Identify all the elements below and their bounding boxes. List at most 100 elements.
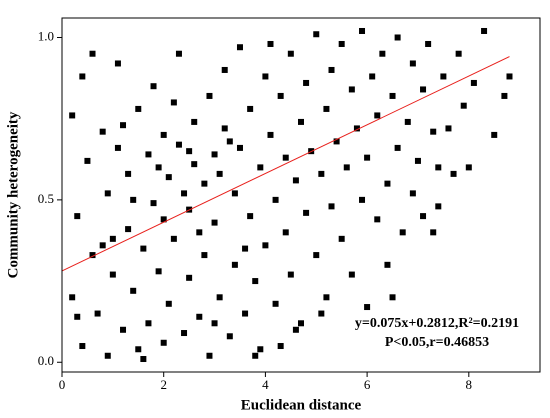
annotation: P<0.05,r=0.46853 [385, 335, 489, 350]
point [242, 245, 249, 252]
point [465, 164, 472, 171]
point [364, 154, 371, 161]
point [170, 235, 177, 242]
point [323, 105, 330, 112]
point [170, 99, 177, 106]
point [94, 310, 101, 317]
point [69, 294, 76, 301]
point [343, 164, 350, 171]
point [155, 268, 162, 275]
point [186, 148, 193, 155]
point [109, 235, 116, 242]
point [287, 271, 294, 278]
point [226, 333, 233, 340]
point [369, 73, 376, 80]
point [460, 102, 467, 109]
point [242, 310, 249, 317]
point [114, 144, 121, 151]
point [140, 245, 147, 252]
point [79, 343, 86, 350]
point [165, 174, 172, 181]
point [231, 190, 238, 197]
point [186, 274, 193, 281]
point [313, 252, 320, 259]
point [120, 122, 127, 129]
point [79, 73, 86, 80]
point [328, 66, 335, 73]
point [348, 271, 355, 278]
point [74, 213, 81, 220]
point [175, 141, 182, 148]
point [206, 92, 213, 99]
point [247, 213, 254, 220]
y-axis-label: Community heterogeneity [5, 111, 21, 278]
point [201, 252, 208, 259]
point [257, 346, 264, 353]
point [267, 131, 274, 138]
point [125, 226, 132, 233]
point [491, 131, 498, 138]
point [384, 180, 391, 187]
point [272, 196, 279, 203]
point [191, 118, 198, 125]
point [455, 50, 462, 57]
point [104, 190, 111, 197]
point [313, 31, 320, 38]
fit-line [61, 56, 510, 272]
point [389, 92, 396, 99]
point [99, 242, 106, 249]
point [89, 50, 96, 57]
point [282, 154, 289, 161]
y-tick-label: 1.0 [38, 28, 54, 43]
point [409, 190, 416, 197]
point [69, 112, 76, 119]
point [181, 190, 188, 197]
x-tick-label: 2 [160, 377, 167, 392]
point [292, 177, 299, 184]
point [125, 170, 132, 177]
point [236, 144, 243, 151]
point [155, 164, 162, 171]
point [211, 320, 218, 327]
point [201, 180, 208, 187]
point [338, 40, 345, 47]
point [440, 73, 447, 80]
point [506, 73, 513, 80]
point [84, 157, 91, 164]
point [262, 73, 269, 80]
point [481, 27, 488, 34]
point [135, 346, 142, 353]
point [298, 118, 304, 125]
point [318, 310, 325, 317]
point [191, 161, 198, 168]
point [272, 300, 279, 307]
point [175, 50, 182, 57]
point [120, 326, 127, 333]
point [150, 83, 157, 90]
point [196, 313, 203, 320]
point [282, 229, 289, 236]
point [404, 118, 411, 125]
point [74, 313, 81, 320]
x-tick-label: 6 [364, 377, 371, 392]
point [303, 79, 310, 86]
point [277, 343, 284, 350]
point [379, 50, 386, 57]
point [430, 229, 437, 236]
point [140, 356, 147, 363]
point [333, 138, 340, 145]
point [277, 92, 284, 99]
point [409, 60, 416, 67]
x-tick-label: 4 [262, 377, 269, 392]
point [501, 92, 508, 99]
y-tick-label: 0.5 [38, 191, 54, 206]
point [435, 164, 442, 171]
point [231, 261, 238, 268]
point [374, 112, 381, 119]
point [338, 235, 345, 242]
point [374, 216, 381, 223]
point [216, 294, 223, 301]
point [364, 304, 371, 311]
point [145, 151, 152, 158]
